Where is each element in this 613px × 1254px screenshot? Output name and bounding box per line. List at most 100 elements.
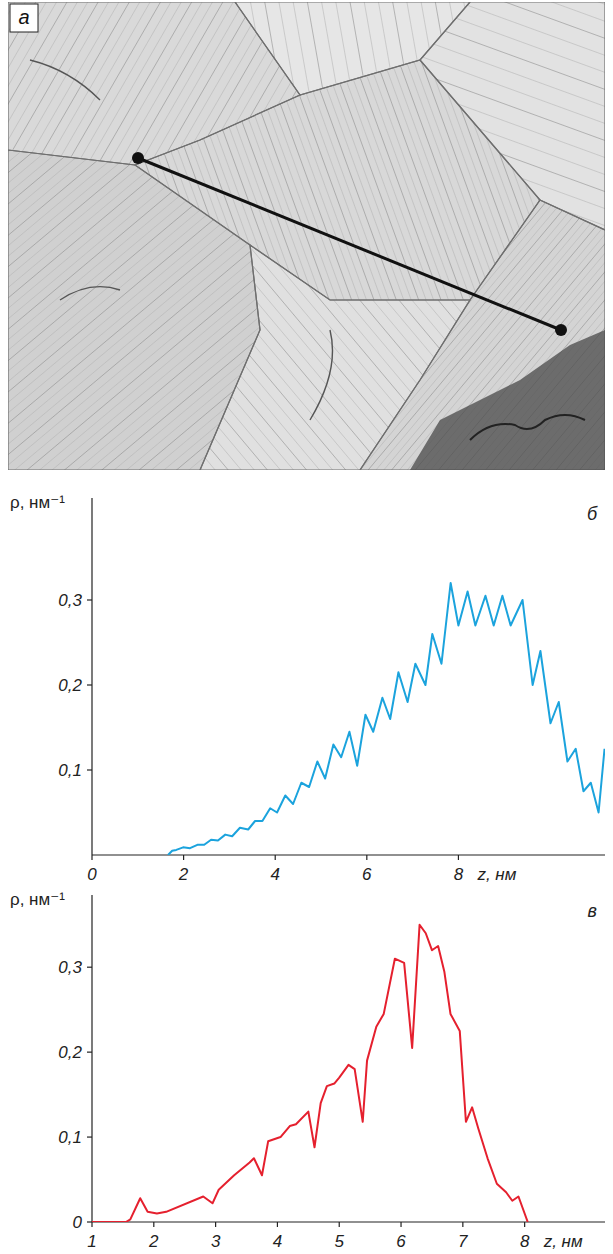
crack <box>470 415 585 440</box>
striation <box>8 2 605 470</box>
striation <box>8 2 605 470</box>
striation <box>8 2 605 470</box>
striation <box>8 2 605 470</box>
striation <box>8 2 605 470</box>
striation <box>8 2 422 470</box>
striation <box>8 60 299 470</box>
striation <box>8 2 605 470</box>
x-tick <box>462 1222 463 1227</box>
grain-boundary <box>200 245 470 470</box>
striation <box>8 2 605 470</box>
striation <box>8 2 605 470</box>
x-tick-label: 3 <box>211 1232 221 1251</box>
striation <box>8 2 605 470</box>
y-tick-label: 0,3 <box>58 591 82 610</box>
striation <box>8 2 605 470</box>
striation <box>8 2 605 470</box>
striation <box>205 2 605 470</box>
striation <box>8 2 605 470</box>
striation <box>8 2 605 470</box>
striation <box>8 2 605 470</box>
striation <box>8 28 605 470</box>
striation <box>8 2 498 470</box>
striation <box>167 2 605 470</box>
striation <box>8 2 430 470</box>
x-tick <box>339 1222 340 1227</box>
striation <box>40 2 605 470</box>
striation <box>8 2 605 470</box>
striation <box>8 2 605 470</box>
y-tick-label: 0,1 <box>58 1128 82 1147</box>
striation <box>8 2 605 470</box>
striation <box>8 2 476 470</box>
y-axis <box>91 895 92 1222</box>
striation <box>8 2 605 470</box>
striation <box>17 2 605 470</box>
scan-line-end <box>555 324 567 336</box>
striation <box>8 2 605 470</box>
striation <box>8 2 605 470</box>
striation <box>8 2 563 470</box>
panel-label: б <box>587 504 598 524</box>
striation <box>8 2 605 470</box>
striation <box>100 2 605 470</box>
striation <box>26 2 605 470</box>
striation <box>8 2 605 470</box>
striation <box>8 2 605 470</box>
chart: 0,10,20,302468z, нмρ, нм⁻¹б <box>10 493 605 884</box>
striation <box>8 2 605 470</box>
plot-area <box>168 583 605 855</box>
striation <box>8 2 605 470</box>
striation <box>8 2 605 470</box>
striation <box>8 2 605 470</box>
striation <box>22 2 605 470</box>
striation <box>8 2 605 470</box>
y-axis <box>91 498 92 855</box>
y-tick <box>87 599 92 600</box>
striation <box>114 2 605 470</box>
striation <box>8 2 605 470</box>
striations <box>8 2 605 470</box>
x-tick-label: 7 <box>458 1232 468 1251</box>
striation <box>8 2 605 470</box>
striation <box>8 2 605 470</box>
striation <box>8 2 407 470</box>
striation <box>8 2 605 470</box>
x-tick <box>366 855 367 860</box>
striation <box>8 2 605 470</box>
x-tick <box>277 1222 278 1227</box>
striation <box>8 2 605 470</box>
striation <box>8 2 605 470</box>
striation <box>12 2 605 470</box>
y-tick <box>87 684 92 685</box>
striation <box>8 2 605 470</box>
striation <box>182 2 605 470</box>
striation <box>8 2 605 470</box>
striation <box>8 2 605 470</box>
striation <box>8 2 605 470</box>
striation <box>8 2 605 470</box>
striation <box>8 2 605 470</box>
data-line <box>168 583 605 855</box>
striation <box>8 2 605 470</box>
striation <box>8 2 554 470</box>
striation <box>8 2 605 470</box>
striation <box>8 2 605 470</box>
striation <box>8 2 605 470</box>
striation <box>8 2 605 470</box>
striation <box>213 2 605 470</box>
striation <box>8 2 605 470</box>
striation <box>8 2 605 470</box>
striation <box>8 2 605 470</box>
striation <box>8 2 605 470</box>
striation <box>190 2 605 470</box>
striation <box>45 2 605 470</box>
striation <box>8 2 605 470</box>
striation <box>8 2 605 470</box>
striation <box>8 2 605 470</box>
striation <box>8 2 605 470</box>
panel-label: в <box>588 901 597 921</box>
striation <box>8 2 605 470</box>
striation <box>8 2 605 470</box>
striation <box>8 2 605 470</box>
